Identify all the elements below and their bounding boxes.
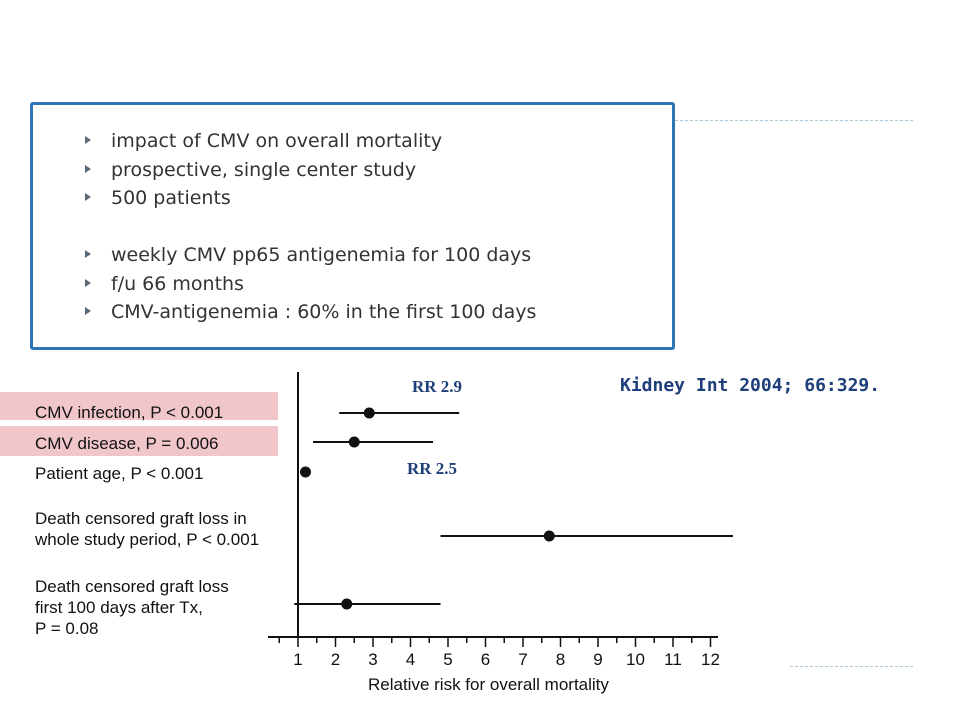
bullet-triangle-icon bbox=[85, 192, 91, 201]
decorative-dotted-line-bottom bbox=[790, 666, 913, 667]
point-estimate bbox=[348, 436, 360, 448]
bullet-triangle-icon bbox=[85, 164, 91, 173]
x-axis-title: Relative risk for overall mortality bbox=[368, 675, 609, 694]
bullet-text: f/u 66 months bbox=[111, 273, 244, 295]
bullet-triangle-icon bbox=[85, 306, 91, 315]
bullet-item: weekly CMV pp65 antigenemia for 100 days bbox=[85, 244, 531, 266]
point-estimate bbox=[363, 407, 375, 419]
x-tick-label: 4 bbox=[406, 650, 415, 669]
x-tick-label: 8 bbox=[556, 650, 565, 669]
highlight-cmv-disease bbox=[0, 426, 278, 456]
x-tick-label: 6 bbox=[481, 650, 490, 669]
bullet-text: impact of CMV on overall mortality bbox=[111, 130, 443, 152]
x-tick-label: 3 bbox=[368, 650, 377, 669]
summary-box bbox=[30, 102, 675, 350]
bullet-triangle-icon bbox=[85, 249, 91, 258]
x-tick-label: 1 bbox=[293, 650, 302, 669]
row-label: CMV disease, P = 0.006 bbox=[35, 434, 219, 453]
x-tick-label: 9 bbox=[593, 650, 602, 669]
bullet-text: weekly CMV pp65 antigenemia for 100 days bbox=[111, 244, 532, 266]
citation: Kidney Int 2004; 66:329. bbox=[620, 375, 881, 396]
x-tick-label: 2 bbox=[331, 650, 340, 669]
x-tick-label: 11 bbox=[664, 650, 682, 669]
row-label: CMV infection, P < 0.001 bbox=[35, 403, 224, 422]
bullet-item: 500 patients bbox=[85, 187, 231, 209]
bullet-triangle-icon bbox=[85, 135, 91, 144]
point-estimate bbox=[543, 530, 555, 542]
row-label: Death censored graft loss first 100 days… bbox=[35, 577, 229, 638]
x-tick-label: 10 bbox=[626, 650, 645, 669]
decorative-dotted-line-top bbox=[675, 120, 913, 121]
bullet-text: prospective, single center study bbox=[111, 159, 417, 181]
rr-label-cmv-disease: RR 2.5 bbox=[407, 459, 458, 478]
point-estimate bbox=[300, 466, 311, 478]
bullet-text: 500 patients bbox=[111, 187, 231, 209]
point-estimate bbox=[341, 598, 353, 610]
x-tick-label: 7 bbox=[518, 650, 527, 669]
bullet-item: impact of CMV on overall mortality bbox=[85, 130, 442, 152]
bullet-item: CMV-antigenemia : 60% in the first 100 d… bbox=[85, 301, 536, 323]
bullet-item: prospective, single center study bbox=[85, 159, 416, 181]
x-tick-label: 12 bbox=[701, 650, 720, 669]
bullet-item: f/u 66 months bbox=[85, 273, 244, 295]
bullet-triangle-icon bbox=[85, 278, 91, 287]
x-tick-label: 5 bbox=[443, 650, 452, 669]
rr-label-cmv-infection: RR 2.9 bbox=[412, 377, 463, 396]
highlight-cmv-infection bbox=[0, 392, 278, 420]
row-label: Death censored graft loss in whole study… bbox=[35, 509, 260, 549]
bullet-text: CMV-antigenemia : 60% in the first 100 d… bbox=[111, 301, 537, 323]
row-label: Patient age, P < 0.001 bbox=[35, 464, 204, 483]
